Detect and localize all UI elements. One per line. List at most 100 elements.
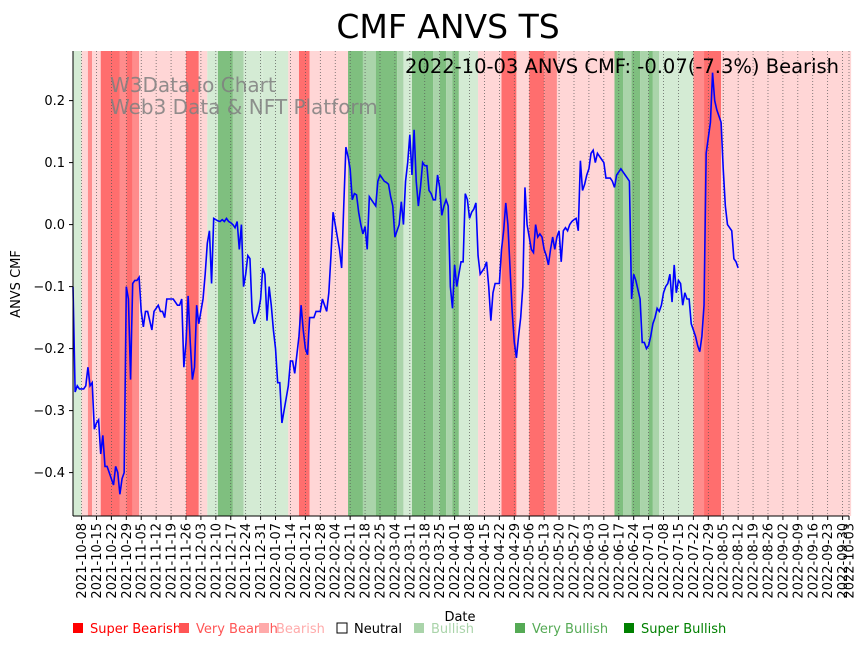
band-bullish	[403, 51, 412, 516]
legend-item: Bearish	[259, 622, 325, 637]
x-tick-label: 2022-07-01	[642, 523, 657, 599]
band-bullish	[243, 51, 263, 516]
legend-swatch	[259, 623, 269, 633]
band-very-bullish	[623, 51, 632, 516]
x-ticks: 2021-10-08 2021-10-15 2021-10-22 2021-10-29…	[75, 516, 858, 599]
x-tick-label: 2021-10-15	[90, 523, 105, 599]
x-axis-label: Date	[444, 610, 475, 625]
band-super-bullish	[411, 51, 434, 516]
x-tick-label: 2022-06-17	[612, 523, 627, 599]
x-tick-label: 2022-09-30	[836, 523, 851, 599]
sentiment-bands	[73, 51, 852, 516]
x-tick-label: 2022-02-25	[373, 523, 388, 599]
legend-item: Super Bearish	[73, 622, 181, 637]
x-tick-label: 2022-01-21	[299, 523, 314, 599]
band-very-bullish	[433, 51, 440, 516]
vertical-gridlines	[81, 51, 850, 516]
y-axis-label: ANVS CMF	[9, 250, 24, 318]
band-bearish	[198, 51, 208, 516]
band-very-bearish	[693, 51, 705, 516]
y-tick-label: −0.2	[33, 342, 65, 357]
band-very-bullish	[397, 51, 404, 516]
legend-item: Very Bullish	[515, 622, 608, 637]
legend-swatch	[414, 623, 424, 633]
x-tick-label: 2022-05-13	[538, 523, 553, 599]
x-tick-label: 2021-11-12	[150, 523, 165, 599]
band-bearish	[139, 51, 186, 516]
x-tick-label: 2022-01-14	[284, 523, 299, 599]
band-very-bullish	[640, 51, 649, 516]
axes	[72, 51, 849, 517]
x-tick-label: 2022-01-07	[269, 523, 284, 599]
x-tick-label: 2022-05-20	[553, 523, 568, 599]
latest-value-annotation: 2022-10-03 ANVS CMF: -0.07(-7.3%) Bearis…	[405, 55, 839, 78]
band-super-bearish	[185, 51, 199, 516]
band-very-bullish	[446, 51, 453, 516]
band-bearish	[92, 51, 101, 516]
legend-item: Super Bullish	[624, 622, 726, 637]
x-tick-label: 2022-07-29	[702, 523, 717, 599]
x-tick-label: 2021-11-05	[135, 523, 150, 599]
band-super-bearish	[704, 51, 722, 516]
band-bearish	[478, 51, 502, 516]
legend-swatch	[336, 622, 348, 634]
band-super-bullish	[348, 51, 363, 516]
x-tick-label: 2022-04-01	[448, 523, 463, 599]
band-very-bullish	[232, 51, 244, 516]
band-super-bullish	[648, 51, 653, 516]
band-very-bearish	[87, 51, 93, 516]
x-tick-label: 2022-10-03	[843, 523, 858, 599]
x-tick-label: 2022-07-15	[672, 523, 687, 599]
y-tick-label: 0.1	[44, 156, 65, 171]
band-bearish	[556, 51, 615, 516]
x-tick-label: 2022-08-26	[761, 523, 776, 599]
x-tick-label: 2022-09-02	[776, 523, 791, 599]
x-tick-label: 2021-12-17	[224, 523, 239, 599]
x-tick-label: 2022-02-11	[344, 523, 359, 599]
x-tick-label: 2022-03-25	[433, 523, 448, 599]
watermark-line-1: W3Data.io Chart	[110, 73, 276, 97]
legend-label: Bullish	[431, 622, 474, 637]
x-tick-label: 2021-11-19	[165, 523, 180, 599]
band-bearish	[288, 51, 299, 516]
legend-item: Bullish	[414, 622, 474, 637]
watermark: W3Data.io Chart Web3 Data & NFT Platform	[110, 73, 378, 119]
band-very-bearish	[119, 51, 127, 516]
x-tick-label: 2022-01-28	[314, 523, 329, 599]
x-tick-label: 2021-12-03	[194, 523, 209, 599]
cmf-series-line	[72, 72, 739, 495]
legend-swatch	[179, 623, 189, 633]
x-tick-label: 2022-03-18	[418, 523, 433, 599]
legend-label: Super Bearish	[90, 622, 181, 637]
y-tick-label: −0.4	[33, 466, 65, 481]
band-super-bearish	[529, 51, 545, 516]
band-very-bullish	[652, 51, 660, 516]
plot-area	[72, 51, 852, 516]
x-tick-label: 2022-04-08	[463, 523, 478, 599]
y-tick-label: −0.1	[33, 280, 65, 295]
band-super-bearish	[126, 51, 133, 516]
legend-swatch	[515, 623, 525, 633]
band-very-bearish	[132, 51, 140, 516]
x-tick-label: 2022-04-15	[478, 523, 493, 599]
x-tick-label: 2021-12-24	[239, 523, 254, 599]
chart-title: CMF ANVS TS	[336, 7, 559, 46]
x-tick-label: 2022-07-08	[657, 523, 672, 599]
band-bullish	[73, 51, 82, 516]
x-tick-label: 2022-04-29	[508, 523, 523, 599]
x-tick-label: 2022-02-04	[329, 523, 344, 599]
x-tick-label: 2021-10-22	[105, 523, 120, 599]
x-tick-label: 2022-06-24	[627, 523, 642, 599]
y-tick-label: 0.0	[44, 218, 65, 233]
x-tick-label: 2022-02-18	[359, 523, 374, 599]
y-tick-label: −0.3	[33, 404, 65, 419]
legend-label: Very Bearish	[196, 622, 278, 637]
x-tick-label: 2021-10-08	[75, 523, 90, 599]
band-super-bearish	[100, 51, 120, 516]
x-tick-label: 2022-04-22	[493, 523, 508, 599]
band-bullish	[207, 51, 218, 516]
band-super-bullish	[614, 51, 624, 516]
legend-label: Very Bullish	[532, 622, 608, 637]
